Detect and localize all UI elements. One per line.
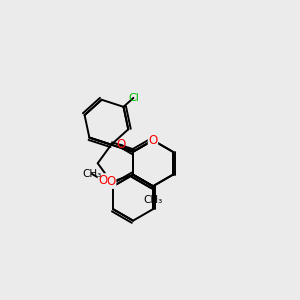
Text: Cl: Cl <box>128 93 139 103</box>
Text: CH₃: CH₃ <box>143 196 163 206</box>
Text: O: O <box>148 134 158 147</box>
Text: O: O <box>98 174 107 187</box>
Text: O: O <box>116 138 125 151</box>
Text: O: O <box>106 175 116 188</box>
Text: CH₃: CH₃ <box>82 169 101 179</box>
